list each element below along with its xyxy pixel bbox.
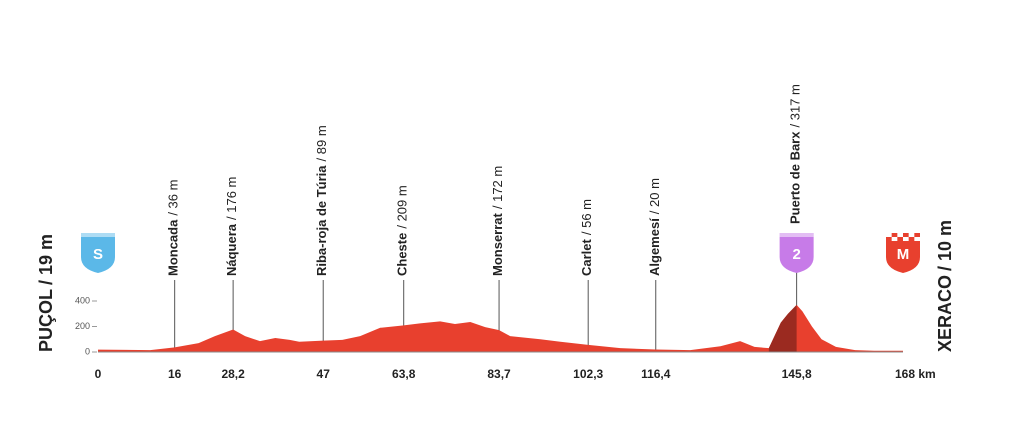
x-tick-label: 83,7 [487,367,511,381]
start-badge-shape [81,233,115,273]
elevation-area [98,304,903,352]
y-tick-label: 200 [75,321,90,331]
waypoint-label: Puerto de Barx / 317 m [788,84,803,224]
x-tick-label: 47 [317,367,331,381]
y-tick-label: 400 [75,295,90,305]
start-label-name: PUÇOL [36,289,56,352]
waypoint-label: Cheste / 209 m [395,185,410,276]
shield-top [81,233,115,237]
checker [891,237,898,241]
waypoint-label-elevation: / 172 m [491,166,506,209]
waypoint-label-elevation: / 56 m [580,199,595,235]
x-tick-label: 116,4 [641,367,671,381]
waypoint-label-name: Carlet [580,238,595,276]
checker [897,233,903,237]
waypoint-label: Algemesí / 20 m [647,178,662,276]
waypoint-label-elevation: / 176 m [225,177,240,220]
x-tick-label: 16 [168,367,182,381]
waypoint-label: Náquera / 176 m [225,177,240,276]
waypoint-label-elevation: / 317 m [788,84,803,127]
waypoint-label-name: Monserrat [491,212,506,276]
waypoint-label-elevation: / 36 m [166,180,181,216]
x-tick-label: 102,3 [573,367,603,381]
waypoint-label-elevation: / 89 m [315,125,330,161]
waypoint-label-elevation: / 20 m [647,178,662,214]
checker [914,237,920,241]
checker [908,233,915,237]
waypoint-label: Monserrat / 172 m [491,166,506,276]
x-tick-label: 28,2 [221,367,245,381]
finish-badge-shape [886,233,920,273]
waypoint-label-name: Algemesí [647,218,662,276]
finish-label-name: XERACO [935,275,955,352]
waypoint-label-name: Cheste [395,233,410,276]
waypoint-label: Carlet / 56 m [580,199,595,276]
start-badge-label: S [93,246,103,263]
climb-badge: 2 [779,233,814,273]
climb-badge-label: 2 [792,246,800,263]
waypoint-label-name: Náquera [225,223,240,276]
start-label: PUÇOL / 19 m [36,234,56,352]
waypoint-label: Riba-roja de Túria / 89 m [315,125,330,276]
start-label-elevation: / 19 m [36,234,56,285]
finish-label-elevation: / 10 m [935,220,955,271]
finish-label: XERACO / 10 m [935,220,955,352]
y-tick-label: 0 [85,346,90,356]
shield-top [779,233,814,237]
waypoint-label-name: Puerto de Barx [788,131,803,224]
checker [886,233,892,237]
waypoint-label-name: Riba-roja de Túria [315,165,330,276]
x-tick-label: 145,8 [782,367,812,381]
waypoint-label-elevation: / 209 m [395,185,410,228]
finish-badge-label: M [897,246,910,263]
finish-badge: M [886,233,920,273]
waypoint-label-name: Moncada [166,219,181,276]
checker [903,237,909,241]
waypoint-label: Moncada / 36 m [166,180,181,276]
x-tick-label: 168 km [895,367,936,381]
x-tick-label: 63,8 [392,367,416,381]
x-tick-label: 0 [95,367,102,381]
start-badge: S [81,233,115,273]
climb-area [768,304,797,352]
climb-badge-shape [779,233,814,273]
